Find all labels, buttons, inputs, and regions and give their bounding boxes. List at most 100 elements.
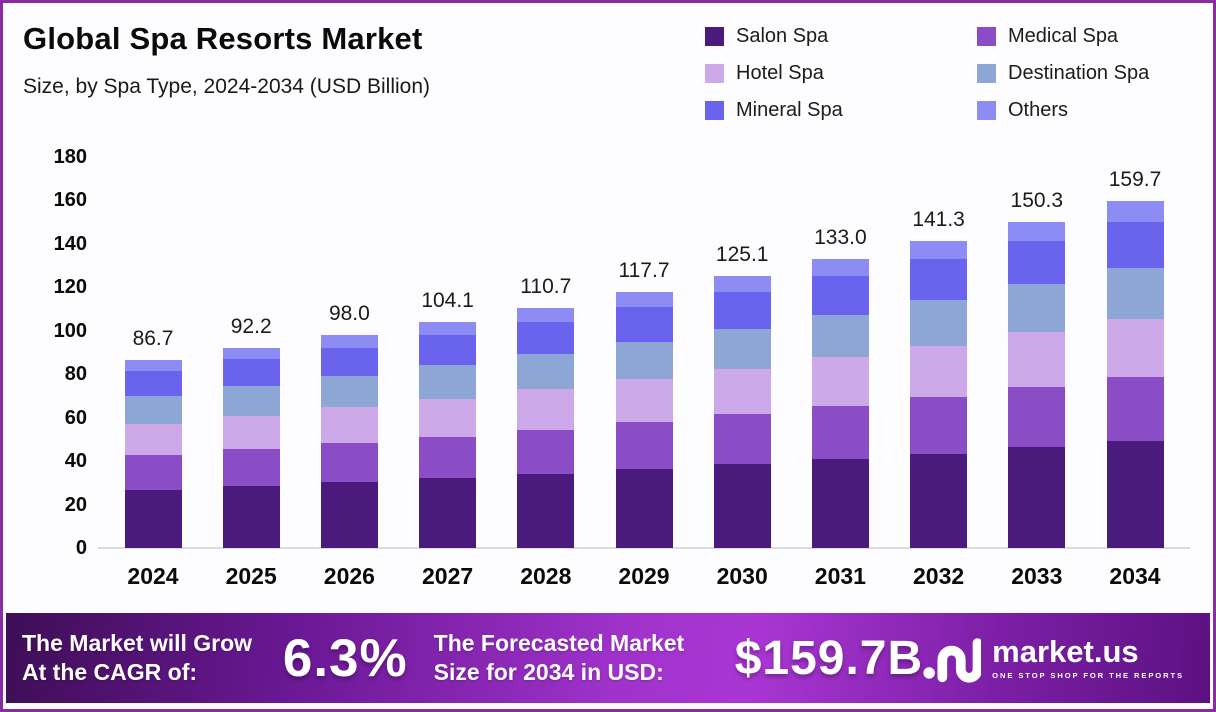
bar-segment-hotel-spa-2028: [517, 389, 575, 430]
x-axis-label-2027: 2027: [422, 563, 474, 589]
bar-segment-hotel-spa-2030: [713, 368, 771, 415]
cagr-label: The Market will Grow At the CAGR of:: [22, 629, 275, 688]
bar-segment-medical-spa-2034: [1106, 377, 1164, 442]
bar-segment-medical-spa-2029: [615, 422, 673, 470]
bar-segment-mineral-spa-2029: [615, 307, 673, 342]
y-axis-tick-60: 60: [64, 406, 87, 429]
legend-item-hotel-spa: Hotel Spa: [705, 62, 977, 85]
y-axis-tick-140: 140: [53, 232, 87, 255]
x-axis-label-2024: 2024: [127, 563, 179, 589]
bar-segment-medical-spa-2024: [124, 455, 182, 491]
bar-segment-medical-spa-2026: [320, 443, 378, 483]
bar-segment-mineral-spa-2034: [1106, 221, 1164, 269]
bar-segment-destination-spa-2025: [222, 386, 280, 416]
bar-segment-mineral-spa-2024: [124, 370, 182, 396]
y-axis-tick-180: 180: [53, 146, 87, 169]
logo-tagline: ONE STOP SHOP FOR THE REPORTS: [992, 671, 1184, 680]
bar-segment-destination-spa-2026: [320, 376, 378, 408]
bar-segment-hotel-spa-2026: [320, 407, 378, 444]
cagr-label-line1: The Market will Grow: [22, 629, 253, 656]
y-axis-tick-160: 160: [53, 189, 87, 212]
bar-segment-salon-spa-2033: [1008, 447, 1066, 548]
bar-total-label-2031: 133.0: [814, 226, 867, 250]
logo-text-block: market.us ONE STOP SHOP FOR THE REPORTS: [992, 636, 1184, 680]
bar-segment-medical-spa-2031: [811, 405, 869, 459]
bar-segment-salon-spa-2024: [124, 490, 182, 548]
bar-total-label-2028: 110.7: [520, 274, 572, 298]
legend-label: Medical Spa: [1008, 25, 1119, 47]
legend-item-mineral-spa: Mineral Spa: [705, 99, 977, 122]
bar-segment-mineral-spa-2028: [517, 321, 575, 354]
bar-segment-hotel-spa-2024: [124, 423, 182, 456]
legend-item-salon-spa: Salon Spa: [705, 25, 977, 48]
cagr-label-line2: At the CAGR of:: [22, 659, 198, 685]
bar-segment-salon-spa-2025: [222, 486, 280, 548]
x-axis-baseline: [98, 547, 1190, 549]
bar-total-label-2030: 125.1: [715, 243, 769, 267]
x-axis-label-2028: 2028: [520, 563, 572, 589]
bar-2032: [910, 241, 968, 548]
bar-segment-medical-spa-2028: [517, 429, 575, 474]
bar-segment-others-2034: [1106, 201, 1164, 222]
bar-total-label-2024: 86.7: [132, 326, 174, 350]
x-axis-label-2025: 2025: [225, 563, 277, 589]
x-axis-label-2033: 2033: [1011, 563, 1063, 589]
bar-segment-mineral-spa-2033: [1008, 240, 1066, 285]
legend-item-others: Others: [977, 99, 1216, 122]
legend-item-medical-spa: Medical Spa: [977, 25, 1216, 48]
legend-swatch-icon: [977, 27, 996, 46]
bar-total-label-2026: 98.0: [328, 302, 370, 326]
bar-segment-mineral-spa-2031: [811, 276, 869, 315]
legend-label: Salon Spa: [736, 25, 829, 47]
bar-segment-destination-spa-2027: [419, 365, 477, 399]
bar-segment-salon-spa-2027: [419, 478, 477, 548]
page-title: Global Spa Resorts Market: [23, 21, 423, 56]
bar-segment-hotel-spa-2032: [910, 345, 968, 398]
marketus-logo-icon: [923, 638, 982, 683]
bar-segment-others-2025: [222, 347, 280, 360]
footer-banner: The Market will Grow At the CAGR of: 6.3…: [6, 613, 1210, 703]
legend-swatch-icon: [977, 101, 996, 120]
y-axis-tick-80: 80: [64, 363, 87, 386]
bar-total-label-2033: 150.3: [1010, 188, 1064, 212]
x-axis-label-2026: 2026: [323, 563, 375, 589]
bar-2033: [1008, 221, 1066, 548]
bar-segment-mineral-spa-2025: [222, 359, 280, 387]
bar-total-label-2032: 141.3: [912, 208, 965, 232]
bar-segment-others-2031: [811, 259, 869, 277]
bar-segment-mineral-spa-2027: [419, 335, 477, 366]
forecast-label: The Forecasted Market Size for 2034 in U…: [434, 629, 717, 688]
legend-label: Destination Spa: [1008, 62, 1150, 84]
x-axis-label-2031: 2031: [814, 563, 866, 589]
bar-segment-medical-spa-2025: [222, 449, 280, 487]
bar-segment-salon-spa-2034: [1106, 441, 1164, 548]
bar-2034: [1106, 201, 1164, 548]
bar-segment-destination-spa-2031: [811, 314, 869, 358]
y-axis-tick-120: 120: [53, 276, 87, 299]
bar-segment-hotel-spa-2025: [222, 415, 280, 450]
bar-segment-hotel-spa-2034: [1106, 319, 1164, 378]
x-axis-label-2029: 2029: [618, 563, 670, 589]
bar-total-label-2034: 159.7: [1108, 168, 1162, 192]
bar-segment-medical-spa-2030: [713, 414, 771, 465]
bar-segment-hotel-spa-2033: [1008, 332, 1066, 388]
legend-item-destination-spa: Destination Spa: [977, 62, 1216, 85]
bar-segment-salon-spa-2026: [320, 482, 378, 548]
bar-segment-destination-spa-2033: [1008, 284, 1066, 333]
bar-2028: [517, 307, 575, 548]
bar-segment-destination-spa-2028: [517, 353, 575, 390]
legend-swatch-icon: [705, 64, 724, 83]
bar-segment-salon-spa-2032: [910, 453, 968, 548]
bar-segment-mineral-spa-2030: [713, 292, 771, 329]
bar-segment-others-2030: [713, 276, 771, 293]
logo-wordmark: market.us: [992, 634, 1139, 669]
bar-2031: [811, 259, 869, 548]
marketus-logo: market.us ONE STOP SHOP FOR THE REPORTS: [923, 631, 1184, 685]
y-axis-tick-0: 0: [75, 537, 87, 559]
legend-label: Mineral Spa: [736, 99, 843, 121]
bar-segment-mineral-spa-2026: [320, 347, 378, 377]
chart-legend: Salon Spa Medical Spa Hotel Spa Destination…: [705, 25, 1216, 122]
bar-segment-others-2032: [910, 241, 968, 260]
bar-segment-hotel-spa-2031: [811, 357, 869, 406]
bar-2030: [713, 276, 771, 548]
